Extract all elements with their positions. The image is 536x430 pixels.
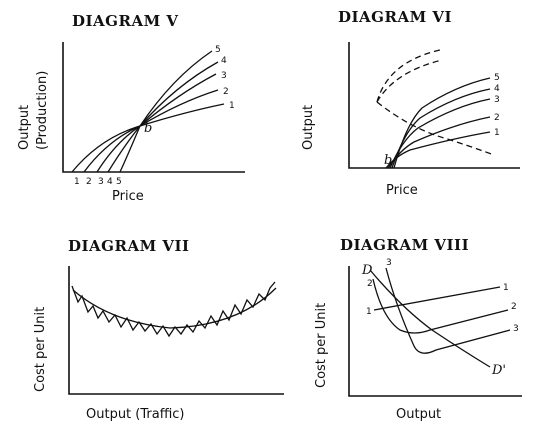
diagram-vi-xlabel: Price xyxy=(386,183,418,198)
diagram-viii-curve-label-3: 3 xyxy=(513,324,519,334)
diagram-v-curve-4 xyxy=(107,61,219,173)
diagram-viii: DIAGRAM VIII Cost per Unit Output 1 2 3 … xyxy=(314,236,522,422)
diagram-viii-xlabel: Output xyxy=(396,407,441,422)
diagram-vi-curve-5 xyxy=(393,77,491,169)
diagram-vi-curve-4 xyxy=(391,88,491,169)
diagram-viii-curve-label-1: 1 xyxy=(503,283,509,293)
diagram-vii-ylabel: Cost per Unit xyxy=(33,307,48,392)
diagram-viii-title: DIAGRAM VIII xyxy=(340,236,469,254)
diagram-viii-demand-curve xyxy=(369,269,491,368)
diagram-v: DIAGRAM V Output (Production) Price 1 2 … xyxy=(17,12,245,204)
diagram-v-bottom-label-1: 1 xyxy=(74,177,80,187)
diagram-vi-curve-label-1: 1 xyxy=(494,128,500,138)
diagram-vi-curve-3 xyxy=(389,98,491,169)
diagram-v-curve-label-4: 4 xyxy=(221,56,227,66)
diagram-v-curve-label-3: 3 xyxy=(221,71,227,81)
diagram-vii-title: DIAGRAM VII xyxy=(68,237,190,255)
diagram-viii-axes xyxy=(348,266,522,397)
diagram-viii-demand-label-end: D' xyxy=(491,363,506,378)
diagram-v-curve-label-1: 1 xyxy=(229,101,235,111)
diagram-vi-curve-label-2: 2 xyxy=(494,113,500,123)
diagram-vii-xlabel: Output (Traffic) xyxy=(86,407,185,422)
diagram-viii-curve-1 xyxy=(373,286,501,311)
diagram-vi-title: DIAGRAM VI xyxy=(338,8,452,26)
diagram-v-bottom-label-2: 2 xyxy=(86,177,92,187)
diagram-viii-top-label-2: 2 xyxy=(367,279,373,289)
diagram-vi-dashed-lower xyxy=(376,101,495,156)
diagram-viii-top-label-3: 3 xyxy=(386,258,392,268)
diagram-v-curve-5 xyxy=(119,50,213,173)
diagram-vi-curve-label-5: 5 xyxy=(494,73,500,83)
diagram-v-point-b: b xyxy=(144,121,152,136)
diagram-viii-ylabel: Cost per Unit xyxy=(314,303,329,388)
diagram-viii-curve-label-2: 2 xyxy=(511,302,517,312)
diagram-v-axes xyxy=(62,42,245,173)
diagram-vi-ylabel: Output xyxy=(301,105,316,150)
diagram-vi-dashed-upper-2 xyxy=(376,59,443,103)
diagram-vi-point-b: b xyxy=(384,153,392,168)
diagram-viii-demand-label-start: D xyxy=(361,263,373,278)
diagram-v-curve-label-5: 5 xyxy=(215,45,221,55)
diagram-vii-smooth-curve xyxy=(72,287,277,329)
diagram-v-bottom-label-3: 3 xyxy=(98,177,104,187)
diagram-v-bottom-label-4: 4 xyxy=(107,177,113,187)
diagram-vi-axes xyxy=(348,42,520,169)
diagram-vi-dashed-upper-1 xyxy=(376,49,441,103)
diagram-vii: DIAGRAM VII Cost per Unit Output (Traffi… xyxy=(33,237,284,422)
diagram-v-xlabel: Price xyxy=(112,189,144,204)
diagram-viii-curve-3 xyxy=(385,267,511,354)
diagram-vi-curve-1 xyxy=(385,131,491,169)
diagram-v-curve-label-2: 2 xyxy=(223,87,229,97)
diagram-v-curve-3 xyxy=(96,73,217,173)
diagram-vii-axes xyxy=(68,266,284,395)
diagram-viii-curve-2 xyxy=(372,278,509,334)
diagram-v-title: DIAGRAM V xyxy=(72,12,179,30)
diagram-v-bottom-label-5: 5 xyxy=(116,177,122,187)
diagram-v-ylabel: Output xyxy=(17,105,32,150)
diagram-vi-curve-label-3: 3 xyxy=(494,95,500,105)
diagram-viii-left-label-1: 1 xyxy=(366,307,372,317)
diagram-vi: DIAGRAM VI Output Price 1 2 3 4 5 b xyxy=(301,8,520,198)
diagram-v-ylabel-sub: (Production) xyxy=(35,71,50,150)
diagram-vi-curve-label-4: 4 xyxy=(494,84,500,94)
diagram-vii-jagged-curve xyxy=(71,281,276,338)
